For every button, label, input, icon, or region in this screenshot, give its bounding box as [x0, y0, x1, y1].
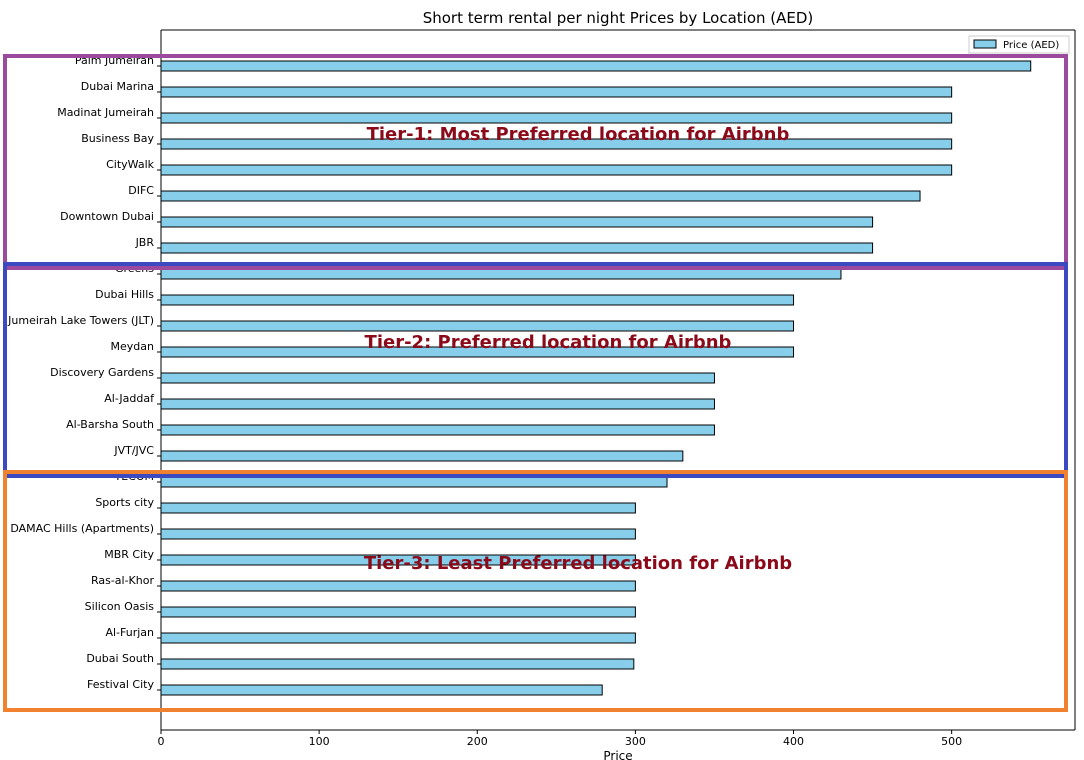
- bar: [160, 320, 795, 332]
- bar: [160, 190, 921, 202]
- y-tick-label: Business Bay: [81, 132, 154, 145]
- y-tick-label: Sports city: [95, 496, 154, 509]
- x-tick-label: 500: [941, 735, 962, 748]
- y-tick-label: Discovery Gardens: [50, 366, 154, 379]
- x-tick-label: 100: [309, 735, 330, 748]
- tier-label: Tier-3: Least Preferred location for Air…: [364, 553, 792, 574]
- tier-label: Tier-1: Most Preferred location for Airb…: [367, 124, 790, 145]
- bar: [160, 216, 874, 228]
- y-tick-label: Meydan: [111, 340, 154, 353]
- legend: Price (AED): [968, 35, 1070, 54]
- y-tick-label: Festival City: [87, 678, 154, 691]
- tier-box: [3, 470, 1068, 712]
- bar: [160, 606, 636, 618]
- tier-box: [3, 54, 1068, 270]
- x-tick-label: 300: [625, 735, 646, 748]
- y-tick-label: CityWalk: [106, 158, 155, 171]
- bar: [160, 580, 636, 592]
- y-tick-label: DAMAC Hills (Apartments): [10, 522, 154, 535]
- bar: [160, 86, 953, 98]
- bar: [160, 112, 953, 124]
- tier-annotations: Tier-1: Most Preferred location for Airb…: [3, 54, 1068, 712]
- y-tick-label: JVT/JVC: [113, 444, 154, 457]
- bar: [160, 658, 635, 670]
- y-tick-label: DIFC: [128, 184, 154, 197]
- tier-label: Tier-2: Preferred location for Airbnb: [365, 332, 732, 353]
- bar: [160, 242, 874, 254]
- bar: [160, 372, 715, 384]
- bar: [160, 684, 603, 696]
- y-tick-label: Jumeirah Lake Towers (JLT): [7, 314, 154, 327]
- y-tick-label: Al-Jaddaf: [104, 392, 155, 405]
- y-tick-label: MBR City: [104, 548, 154, 561]
- y-tick-label: Ras-al-Khor: [91, 574, 155, 587]
- x-axis-label: Price: [603, 749, 632, 760]
- y-tick-label: Madinat Jumeirah: [57, 106, 154, 119]
- bar: [160, 528, 636, 540]
- bar: [160, 398, 715, 410]
- y-tick-label: Dubai Marina: [81, 80, 154, 93]
- bar: [160, 632, 636, 644]
- bar: [160, 502, 636, 514]
- chart-title: Short term rental per night Prices by Lo…: [423, 9, 814, 27]
- y-tick-label: Al-Furjan: [105, 626, 154, 639]
- legend-swatch: [973, 39, 997, 49]
- y-tick-label: Silicon Oasis: [85, 600, 155, 613]
- legend-label: Price (AED): [1003, 40, 1059, 51]
- bar: [160, 164, 953, 176]
- tier-box: [3, 262, 1068, 478]
- bar: [160, 60, 1032, 72]
- x-tick-label: 400: [783, 735, 804, 748]
- bar: [160, 268, 842, 280]
- bar: [160, 476, 668, 488]
- bars-layer: [160, 60, 1032, 696]
- y-tick-label: JBR: [135, 236, 155, 249]
- y-tick-label: Dubai Hills: [95, 288, 154, 301]
- bar: [160, 294, 795, 306]
- y-tick-label: Al-Barsha South: [66, 418, 154, 431]
- x-tick-label: 0: [158, 735, 165, 748]
- bar: [160, 450, 684, 462]
- x-tick-label: 200: [467, 735, 488, 748]
- y-tick-label: Downtown Dubai: [60, 210, 154, 223]
- y-tick-label: Dubai South: [86, 652, 154, 665]
- bar: [160, 424, 715, 436]
